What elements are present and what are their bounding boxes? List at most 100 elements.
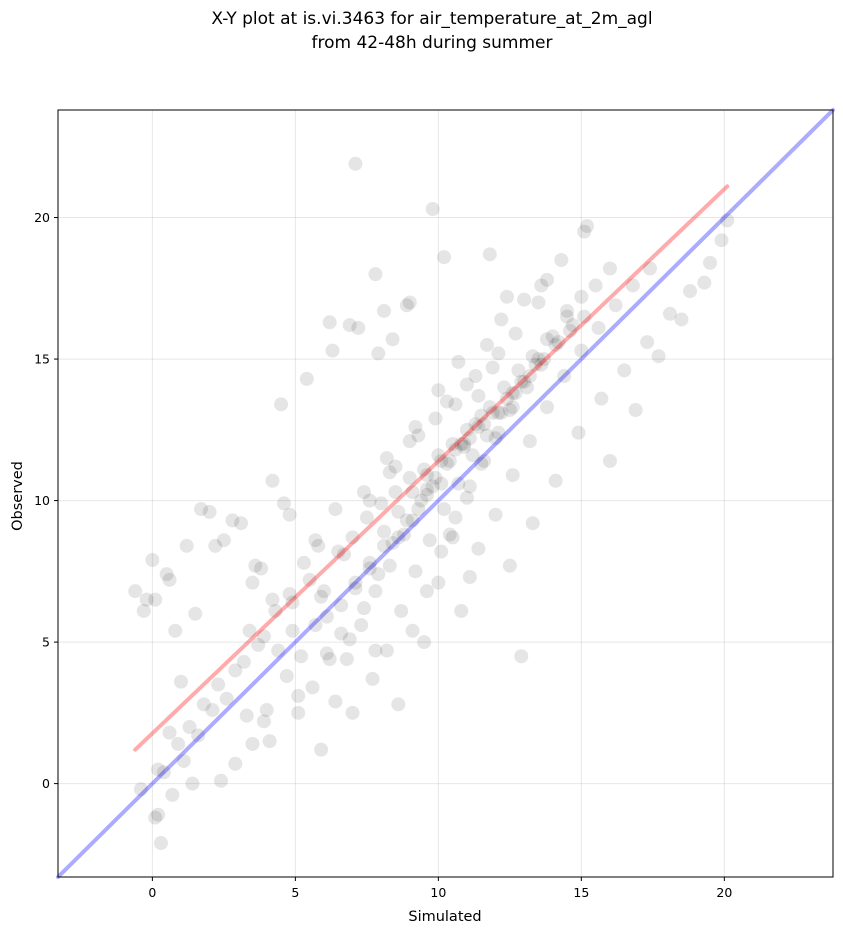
data-point	[508, 386, 523, 401]
data-point	[525, 516, 540, 531]
data-point	[362, 555, 377, 570]
data-point	[294, 649, 309, 664]
data-point	[377, 524, 392, 539]
data-point	[228, 663, 243, 678]
data-point	[462, 569, 477, 584]
data-point	[391, 504, 406, 519]
data-point	[577, 309, 592, 324]
scatter-points	[128, 156, 735, 851]
data-point	[399, 513, 414, 528]
data-point	[316, 584, 331, 599]
data-point	[345, 705, 360, 720]
data-point	[479, 337, 494, 352]
data-point	[145, 553, 160, 568]
data-point	[419, 487, 434, 502]
y-tick-label: 20	[34, 210, 50, 225]
x-tick-label: 10	[430, 885, 446, 900]
plot-frame	[57, 109, 834, 878]
data-point	[291, 705, 306, 720]
data-point	[402, 295, 417, 310]
data-point	[402, 434, 417, 449]
data-point	[368, 584, 383, 599]
data-point	[236, 654, 251, 669]
data-point	[468, 417, 483, 432]
data-point	[345, 530, 360, 545]
data-point	[322, 652, 337, 667]
data-point	[368, 267, 383, 282]
data-point	[325, 343, 340, 358]
chart-title-line-1: X-Y plot at is.vi.3463 for air_temperatu…	[211, 9, 652, 29]
data-point	[151, 807, 166, 822]
data-point	[385, 332, 400, 347]
data-point	[431, 448, 446, 463]
data-point	[545, 329, 560, 344]
data-point	[265, 473, 280, 488]
data-point	[471, 419, 486, 434]
data-point	[328, 502, 343, 517]
data-point	[505, 468, 520, 483]
data-point	[285, 623, 300, 638]
data-point	[499, 289, 514, 304]
data-point	[462, 431, 477, 446]
data-point	[193, 502, 208, 517]
data-point	[448, 397, 463, 412]
data-point	[282, 507, 297, 522]
x-tick-label: 15	[573, 885, 589, 900]
x-tick-label: 5	[291, 885, 299, 900]
data-point	[494, 312, 509, 327]
data-point	[574, 289, 589, 304]
data-point	[182, 719, 197, 734]
data-point	[459, 422, 474, 437]
data-point	[525, 349, 540, 364]
data-point	[205, 703, 220, 718]
data-point	[356, 485, 371, 500]
data-point	[388, 485, 403, 500]
data-point	[285, 595, 300, 610]
data-point	[148, 810, 163, 825]
data-point	[133, 782, 148, 797]
data-point	[674, 312, 689, 327]
data-point	[162, 572, 177, 587]
data-point	[540, 332, 555, 347]
data-point	[188, 606, 203, 621]
data-point	[219, 691, 234, 706]
data-point	[419, 468, 434, 483]
data-point	[497, 380, 512, 395]
data-point	[428, 411, 443, 426]
data-point	[268, 603, 283, 618]
data-point	[534, 357, 549, 372]
data-point	[228, 756, 243, 771]
data-point	[471, 388, 486, 403]
data-point	[482, 247, 497, 262]
data-point	[479, 428, 494, 443]
data-point	[417, 462, 432, 477]
data-point	[342, 632, 357, 647]
data-point	[422, 533, 437, 548]
data-point	[248, 558, 263, 573]
data-point	[439, 456, 454, 471]
data-point	[256, 714, 271, 729]
data-point	[720, 213, 735, 228]
data-point	[577, 224, 592, 239]
data-point	[419, 482, 434, 497]
data-point	[471, 541, 486, 556]
data-point	[311, 538, 326, 553]
data-point	[580, 219, 595, 234]
data-point	[276, 496, 291, 511]
data-point	[234, 516, 249, 531]
data-point	[419, 584, 434, 599]
data-point	[431, 575, 446, 590]
x-axis-ticks: 0 5 10 15 20	[148, 877, 732, 900]
data-point	[339, 652, 354, 667]
data-point	[408, 564, 423, 579]
data-point	[439, 394, 454, 409]
data-point	[425, 479, 440, 494]
data-point	[714, 233, 729, 248]
data-point	[602, 453, 617, 468]
data-point	[391, 530, 406, 545]
data-point	[305, 680, 320, 695]
data-point	[397, 527, 412, 542]
data-point	[139, 592, 154, 607]
data-point	[382, 558, 397, 573]
data-point	[534, 278, 549, 293]
